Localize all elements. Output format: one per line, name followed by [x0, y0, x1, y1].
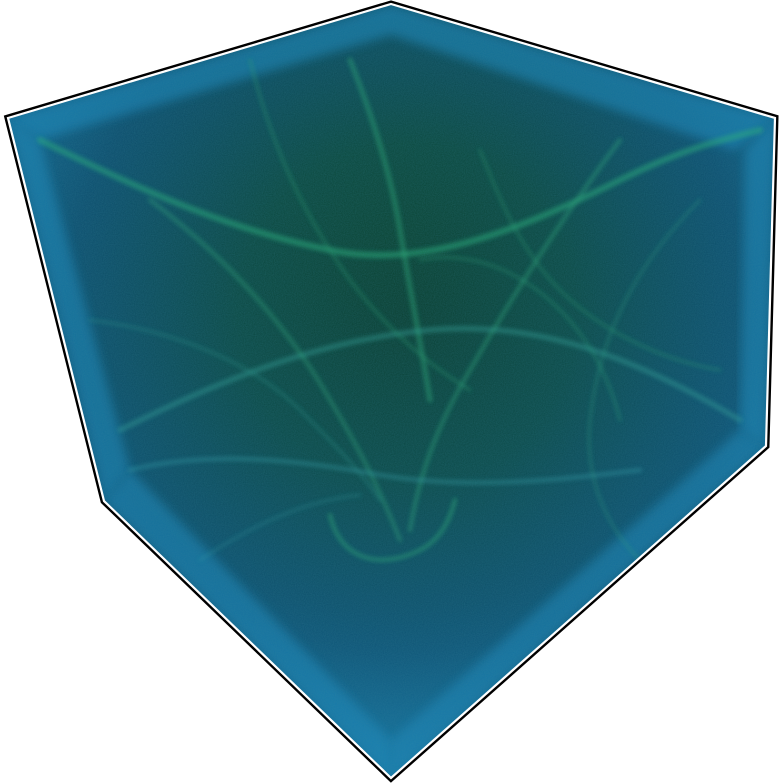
cube-outline-inner — [6, 2, 777, 780]
